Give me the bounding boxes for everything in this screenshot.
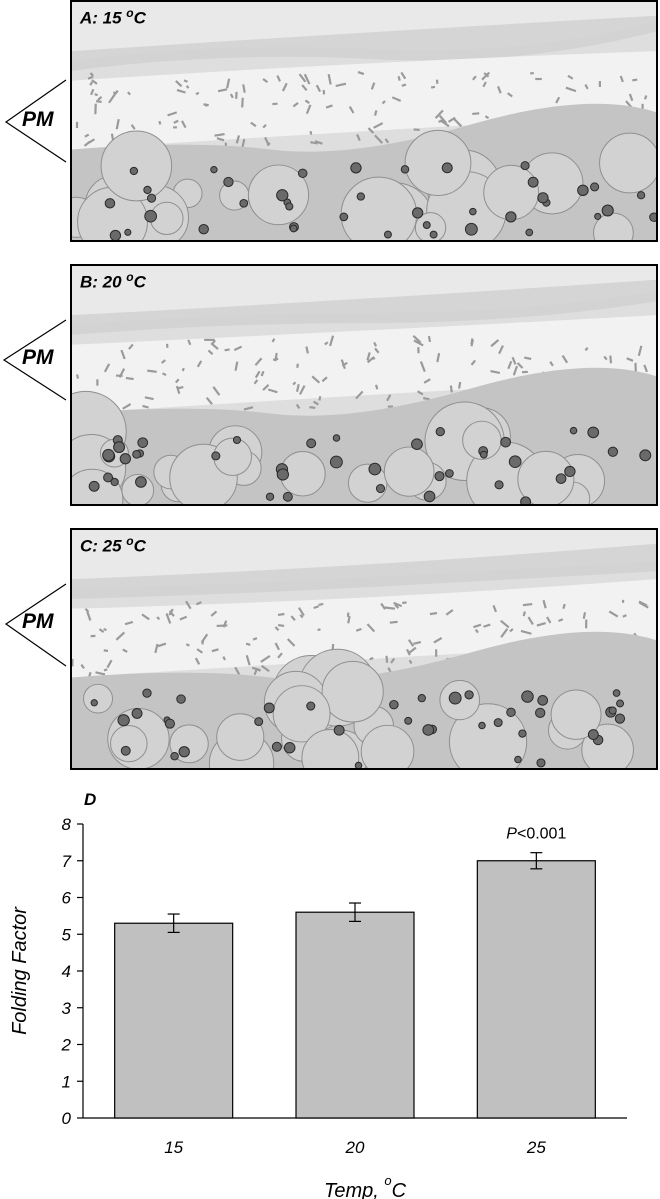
x-axis-title: Temp, oC xyxy=(324,1173,407,1199)
y-axis-title: Folding Factor xyxy=(9,906,31,1035)
y-tick-label: 6 xyxy=(62,889,72,908)
pm-bracket-icon xyxy=(4,583,67,667)
panel-label-a: A: 15 oC xyxy=(80,6,146,28)
y-tick-label: 4 xyxy=(62,962,71,981)
pm-marker-a: PM xyxy=(0,78,70,164)
y-tick-label: 7 xyxy=(62,852,72,871)
pm-marker-c: PM xyxy=(0,582,70,668)
micrograph-panel-b: B: 20 oC xyxy=(70,264,658,506)
micrograph-image-b xyxy=(72,266,656,504)
panel-label-c: C: 25 oC xyxy=(80,534,146,556)
y-tick-label: 2 xyxy=(61,1036,72,1055)
panel-label-b: B: 20 oC xyxy=(80,270,146,292)
pm-bracket-icon xyxy=(4,79,67,163)
pm-bracket-icon xyxy=(2,319,67,401)
error-bar-15 xyxy=(167,913,180,934)
micrograph-panel-a: A: 15 oC xyxy=(70,0,658,242)
y-tick-label: 5 xyxy=(62,925,72,944)
pm-label: PM xyxy=(22,108,54,131)
y-tick-label: 0 xyxy=(62,1109,72,1128)
x-tick-label: 20 xyxy=(345,1138,365,1157)
y-tick-label: 1 xyxy=(62,1072,71,1091)
error-bar-25 xyxy=(530,852,543,870)
micrograph-image-a xyxy=(72,2,656,240)
significance-annotation: P<0.001 xyxy=(506,826,566,843)
pm-label: PM xyxy=(22,610,54,633)
y-tick-label: 3 xyxy=(62,999,72,1018)
micrograph-panel-c: C: 25 oC xyxy=(70,528,658,770)
bar-15 xyxy=(114,922,234,1119)
y-tick-label: 8 xyxy=(62,815,72,834)
error-bar-20 xyxy=(349,902,361,922)
pm-label: PM xyxy=(22,346,54,369)
x-tick-label: 15 xyxy=(164,1138,183,1157)
folding-factor-chart: D 0 1 2 3 4 5 6 7 8 Folding Factor 15 20 25 P<0.001 Tem… xyxy=(9,790,627,1199)
bar-20 xyxy=(295,911,415,1119)
pm-marker-b: PM xyxy=(0,318,70,402)
x-tick-label: 25 xyxy=(526,1138,546,1157)
bar-25 xyxy=(476,860,596,1119)
micrograph-image-c xyxy=(72,530,656,768)
panel-label-d: D xyxy=(84,790,96,809)
